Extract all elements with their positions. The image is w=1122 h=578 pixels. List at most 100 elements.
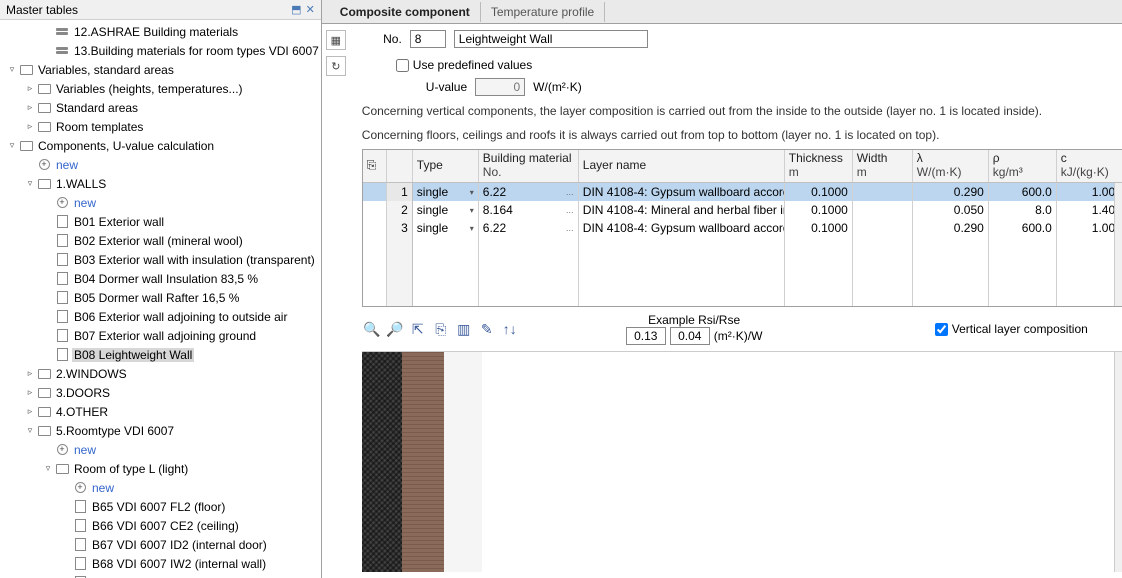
cell-material[interactable]: 6.22… [479,219,579,237]
cell-rownum[interactable]: 3 [387,219,413,237]
col-lambda[interactable]: λW/(m·K) [913,150,989,182]
fit-icon[interactable]: ⇱ [408,319,428,339]
cell-type[interactable]: single▾ [413,183,479,201]
vlc-checkbox[interactable] [935,323,948,336]
col-thickness[interactable]: Thicknessm [785,150,853,182]
tree-item[interactable]: B67 VDI 6007 ID2 (internal door) [0,535,321,554]
cell-thickness[interactable]: 0.1000 [785,201,853,219]
tree-item[interactable]: ▹4.OTHER [0,402,321,421]
rse-input[interactable] [670,327,710,345]
expand-toggle[interactable]: ▹ [24,387,36,398]
preview-scrollbar[interactable] [1114,352,1122,572]
cell-width[interactable] [853,201,913,219]
cell-thickness[interactable]: 0.1000 [785,219,853,237]
name-input[interactable] [454,30,648,48]
cell-width[interactable] [853,183,913,201]
cell-material[interactable]: 6.22… [479,183,579,201]
edit-icon[interactable]: ✎ [477,319,497,339]
tree-item[interactable]: B06 Exterior wall adjoining to outside a… [0,307,321,326]
cell-c[interactable]: 1.000 [1057,219,1122,237]
expand-toggle[interactable]: ▿ [42,463,54,474]
tree-item[interactable]: B01 Exterior wall [0,212,321,231]
cell-c[interactable]: 1.000 [1057,183,1122,201]
tree-item[interactable]: B07 Exterior wall adjoining ground [0,326,321,345]
table-row[interactable]: 1single▾6.22…DIN 4108-4: Gypsum wallboar… [363,183,1122,201]
table-row-empty[interactable] [363,255,1122,273]
expand-toggle[interactable]: ▿ [24,178,36,189]
tree-item[interactable]: ▹Standard areas [0,98,321,117]
col-type[interactable]: Type [413,150,479,182]
close-icon[interactable]: ✕ [306,3,315,16]
cell-icon[interactable] [363,201,387,219]
tool-btn-2[interactable]: ↻ [326,56,346,76]
pin-icon[interactable]: ⬒ [291,3,301,16]
tree-item[interactable]: 13.Building materials for room types VDI… [0,41,321,60]
tree-item[interactable]: ▹2.WINDOWS [0,364,321,383]
tree-item[interactable]: B02 Exterior wall (mineral wool) [0,231,321,250]
tree-item[interactable]: +new [0,440,321,459]
copy-icon[interactable]: ⎘ [431,319,451,339]
cell-lambda[interactable]: 0.290 [913,219,989,237]
zoom-out-icon[interactable]: 🔎 [385,319,405,339]
cell-layer[interactable]: DIN 4108-4: Gypsum wallboard accordin... [579,183,785,201]
no-input[interactable] [410,30,446,48]
tree-item[interactable]: ▿Room of type L (light) [0,459,321,478]
cell-lambda[interactable]: 0.290 [913,183,989,201]
predefined-checkbox[interactable] [396,59,409,72]
tool-btn-1[interactable]: ▦ [326,30,346,50]
grid-body[interactable]: 1single▾6.22…DIN 4108-4: Gypsum wallboar… [363,183,1122,306]
tree-item[interactable]: B03 Exterior wall with insulation (trans… [0,250,321,269]
tree-item[interactable]: ▹3.DOORS [0,383,321,402]
cell-thickness[interactable]: 0.1000 [785,183,853,201]
tree-item[interactable]: B66 VDI 6007 CE2 (ceiling) [0,516,321,535]
rsi-input[interactable] [626,327,666,345]
cell-rho[interactable]: 600.0 [989,183,1057,201]
tree-item[interactable]: B65 VDI 6007 FL2 (floor) [0,497,321,516]
col-rho[interactable]: ρkg/m³ [989,150,1057,182]
columns-icon[interactable]: ▥ [454,319,474,339]
table-row-empty[interactable] [363,237,1122,255]
col-icon[interactable]: ⎘ [363,150,387,182]
cell-type[interactable]: single▾ [413,219,479,237]
cell-icon[interactable] [363,219,387,237]
tree-item[interactable]: B05 Dormer wall Rafter 16,5 % [0,288,321,307]
cell-lambda[interactable]: 0.050 [913,201,989,219]
tree-item[interactable]: ▹Room templates [0,117,321,136]
tree-item[interactable]: ▿5.Roomtype VDI 6007 [0,421,321,440]
zoom-in-icon[interactable]: 🔍 [362,319,382,339]
table-row-empty[interactable] [363,273,1122,291]
tree-item[interactable]: +new [0,155,321,174]
cell-layer[interactable]: DIN 4108-4: Gypsum wallboard accordin... [579,219,785,237]
tree-item[interactable]: ▿Components, U-value calculation [0,136,321,155]
tree-item[interactable]: ▹Variables (heights, temperatures...) [0,79,321,98]
tree-item[interactable]: +new [0,478,321,497]
col-width[interactable]: Widthm [853,150,913,182]
tree-item[interactable]: B69 VDI 6007 EW2 (external wall) [0,573,321,578]
cell-width[interactable] [853,219,913,237]
table-row[interactable]: 2single▾8.164…DIN 4108-4: Mineral and he… [363,201,1122,219]
cell-type[interactable]: single▾ [413,201,479,219]
expand-toggle[interactable]: ▹ [24,83,36,94]
cell-rho[interactable]: 600.0 [989,219,1057,237]
tree-item[interactable]: 12.ASHRAE Building materials [0,22,321,41]
expand-toggle[interactable]: ▹ [24,368,36,379]
table-row[interactable]: 3single▾6.22…DIN 4108-4: Gypsum wallboar… [363,219,1122,237]
tab-composite[interactable]: Composite component [330,2,481,22]
cell-rownum[interactable]: 2 [387,201,413,219]
expand-toggle[interactable]: ▹ [24,102,36,113]
cell-icon[interactable] [363,183,387,201]
cell-rownum[interactable]: 1 [387,183,413,201]
cell-c[interactable]: 1.400 [1057,201,1122,219]
tree-item[interactable]: B04 Dormer wall Insulation 83,5 % [0,269,321,288]
expand-toggle[interactable]: ▹ [24,406,36,417]
cell-rho[interactable]: 8.0 [989,201,1057,219]
tree-item[interactable]: B68 VDI 6007 IW2 (internal wall) [0,554,321,573]
expand-toggle[interactable]: ▿ [6,64,18,75]
tree-item[interactable]: ▿Variables, standard areas [0,60,321,79]
col-c[interactable]: ckJ/(kg·K) [1057,150,1122,182]
col-layer[interactable]: Layer name [579,150,785,182]
tree-item[interactable]: B08 Leightweight Wall [0,345,321,364]
expand-toggle[interactable]: ▿ [24,425,36,436]
cell-material[interactable]: 8.164… [479,201,579,219]
tree[interactable]: 12.ASHRAE Building materials13.Building … [0,20,321,578]
